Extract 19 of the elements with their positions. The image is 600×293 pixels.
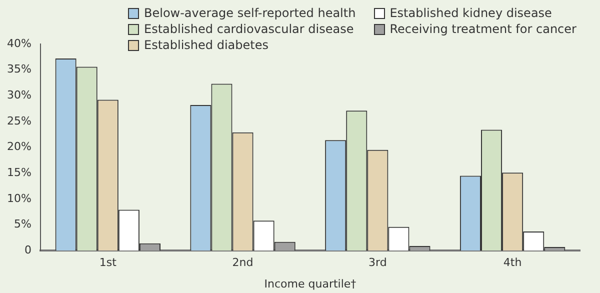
x-tick-label: 3rd [368, 256, 387, 270]
y-tick-label: 15% [6, 166, 32, 179]
y-tick-label: 30% [6, 88, 32, 102]
x-tick-label: 4th [503, 256, 522, 270]
legend-label: Established diabetes [144, 38, 268, 52]
legend-label: Below-average self-reported health [144, 6, 356, 20]
y-tick-label: 35% [6, 62, 32, 76]
legend-label: Established kidney disease [390, 6, 552, 20]
legend-label: Established cardiovascular disease [144, 22, 354, 36]
y-tick-label: 40% [6, 36, 32, 50]
y-tick-label: 25% [6, 114, 32, 128]
y-tick-label: 10% [6, 192, 32, 205]
y-tick-label: 0 [24, 243, 32, 256]
x-tick-label: 1st [99, 256, 118, 270]
x-tick-label: 2nd [232, 256, 254, 270]
y-tick-label: 20% [6, 140, 32, 154]
legend-label: Receiving treatment for cancer [390, 22, 576, 36]
y-tick-label: 5% [14, 218, 32, 231]
x-axis-title: Income quartile† [264, 277, 357, 290]
